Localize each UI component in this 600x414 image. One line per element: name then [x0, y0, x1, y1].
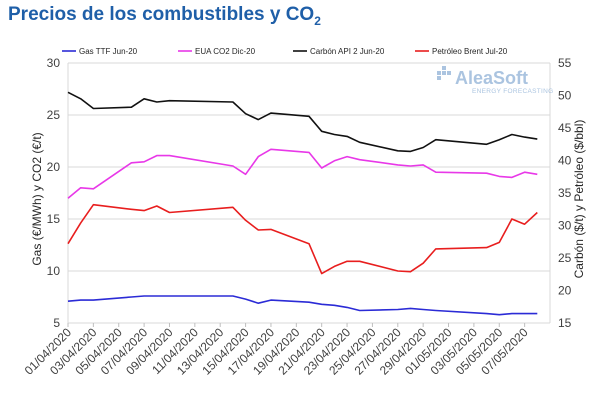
y-right-tick-label: 30 [558, 219, 572, 233]
grid-lines [67, 62, 551, 324]
y-left-tick-label: 15 [47, 212, 61, 226]
legend: Gas TTF Jun-20 EUA CO2 Dic-20 Carbón API 2… [62, 47, 508, 56]
y-right-tick-label: 55 [558, 56, 572, 70]
y-right-tick-label: 45 [558, 121, 572, 135]
y-left-tick-label: 10 [47, 264, 61, 278]
y-axis-left-label: Gas (€/MWh) y CO2 (€/t) [30, 132, 44, 265]
y-right-tick-label: 15 [558, 316, 572, 330]
y-right-tick-label: 40 [558, 154, 572, 168]
y-right-tick-label: 25 [558, 251, 572, 265]
series-line [67, 148, 538, 199]
series-line [67, 295, 538, 316]
aleasoft-logo: AleaSoft ENERGY FORECASTING [437, 66, 554, 95]
y-left-tick-label: 20 [47, 160, 61, 174]
chart-title: Precios de los combustibles y CO2 [8, 4, 321, 28]
legend-label: EUA CO2 Dic-20 [195, 47, 256, 56]
logo-mark-icon [437, 66, 451, 80]
series-lines [67, 91, 538, 316]
y-right-tick-label: 20 [558, 284, 572, 298]
logo-tagline: ENERGY FORECASTING [472, 88, 554, 95]
y-right-tick-label: 50 [558, 89, 572, 103]
chart-title-subscript: 2 [314, 13, 321, 28]
y-left-tick-label: 25 [47, 108, 61, 122]
legend-label: Carbón API 2 Jun-20 [310, 47, 385, 56]
series-line [67, 91, 538, 153]
x-axis: 01/04/202003/04/202005/04/202007/04/2020… [22, 323, 531, 378]
y-axis-right: 15 20 25 30 35 40 45 50 55 [558, 56, 572, 330]
y-left-tick-label: 5 [53, 316, 60, 330]
chart-title-main: Precios de los combustibles y CO [8, 4, 315, 25]
legend-label: Petróleo Brent Jul-20 [432, 47, 508, 56]
y-axis-left: 5 10 15 20 25 30 [47, 56, 61, 330]
y-left-tick-label: 30 [47, 56, 61, 70]
y-right-tick-label: 35 [558, 186, 572, 200]
series-line [67, 203, 538, 275]
y-axis-right-label: Carbón ($/t) y Petróleo ($/bbl) [572, 120, 586, 279]
logo-name: AleaSoft [455, 68, 528, 88]
legend-label: Gas TTF Jun-20 [79, 47, 138, 56]
